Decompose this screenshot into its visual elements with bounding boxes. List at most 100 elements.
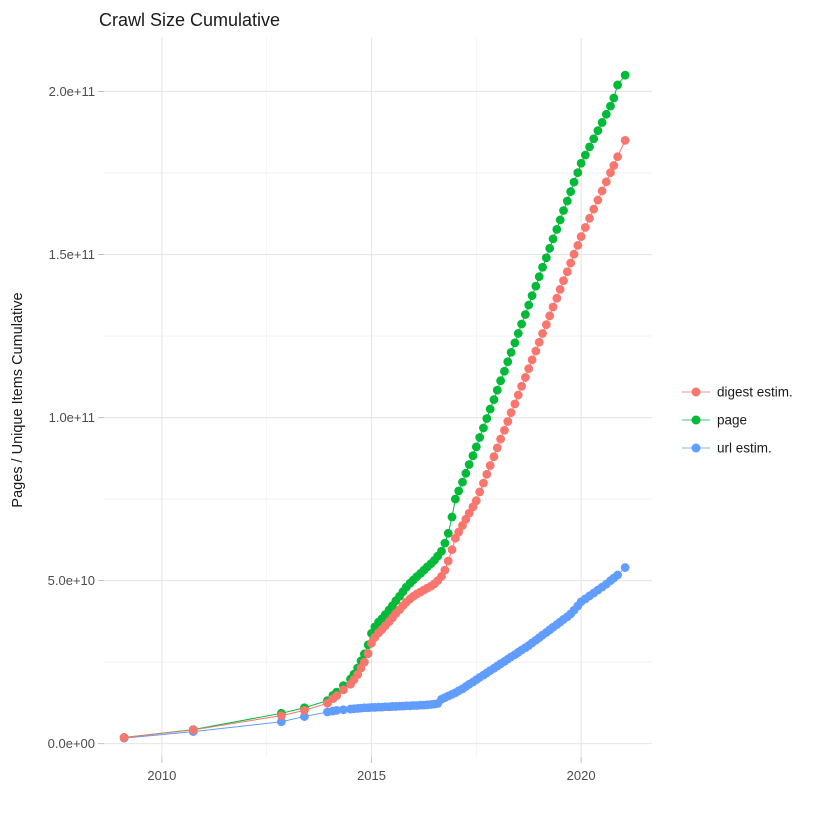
data-point <box>475 487 485 497</box>
data-point <box>485 404 495 414</box>
data-point <box>593 126 603 136</box>
data-point <box>363 649 373 659</box>
data-point <box>482 469 492 479</box>
data-point <box>276 711 286 720</box>
data-point <box>527 291 537 301</box>
data-point <box>534 337 544 347</box>
data-point <box>613 152 623 162</box>
legend: digest estim. page url estim. <box>682 385 793 456</box>
y-tick-label: 0.0e+00 <box>48 736 95 751</box>
data-point <box>527 355 537 365</box>
y-tick-label: 1.5e+11 <box>49 247 95 262</box>
data-point <box>601 109 611 119</box>
data-point <box>440 565 450 575</box>
data-point <box>538 262 547 272</box>
data-point <box>359 657 369 667</box>
data-point <box>440 538 450 548</box>
data-point <box>496 434 506 444</box>
data-point <box>506 347 516 357</box>
data-point <box>569 177 579 187</box>
data-point <box>545 243 555 253</box>
data-point <box>620 70 630 80</box>
data-point <box>447 545 457 555</box>
data-point <box>443 528 453 538</box>
data-point <box>503 417 513 426</box>
data-point <box>538 329 547 338</box>
data-point <box>447 512 457 522</box>
data-point <box>300 705 309 715</box>
data-point <box>492 443 502 453</box>
data-point <box>520 310 530 319</box>
data-point <box>620 135 630 145</box>
data-point <box>559 276 568 286</box>
series-layer <box>119 70 630 743</box>
y-tick-label: 1.0e+11 <box>49 410 95 425</box>
axis-ticks <box>98 90 582 763</box>
data-point <box>569 249 579 259</box>
data-point <box>300 712 309 721</box>
series-line <box>124 140 626 739</box>
data-point <box>276 717 286 727</box>
data-point <box>585 142 594 152</box>
data-point <box>485 461 495 470</box>
data-point <box>339 685 348 695</box>
data-point <box>589 134 599 144</box>
data-point <box>482 414 492 423</box>
chart-title: Crawl Size Cumulative <box>99 10 280 30</box>
data-point <box>576 232 586 241</box>
data-point <box>517 319 527 329</box>
data-point <box>332 705 342 715</box>
legend-item: digest estim. <box>682 385 793 400</box>
data-point <box>597 118 607 127</box>
data-point <box>552 225 562 234</box>
x-axis-labels: 2010 2015 2020 <box>147 768 595 783</box>
data-point <box>548 302 558 312</box>
data-point <box>609 161 619 170</box>
data-point <box>479 478 488 488</box>
legend-item: url estim. <box>682 441 772 456</box>
data-point <box>458 477 467 487</box>
data-point <box>339 705 348 715</box>
legend-label: page <box>717 413 747 428</box>
data-point <box>620 563 630 572</box>
data-point <box>585 213 594 223</box>
data-point <box>541 320 551 330</box>
data-point <box>613 80 623 90</box>
data-point <box>548 234 558 244</box>
data-point <box>450 494 460 504</box>
data-point <box>503 357 513 367</box>
data-point <box>566 187 576 196</box>
data-point <box>471 442 481 452</box>
legend-key-dot <box>691 415 701 425</box>
data-point <box>479 423 488 433</box>
data-point <box>593 195 603 205</box>
data-point <box>496 376 506 386</box>
data-point <box>500 366 509 376</box>
data-point <box>461 468 471 478</box>
data-point <box>475 433 485 442</box>
data-point <box>597 186 607 196</box>
data-point <box>562 267 572 277</box>
data-point <box>562 196 572 206</box>
data-point <box>531 281 541 291</box>
data-point <box>513 390 523 400</box>
data-point <box>531 346 541 356</box>
data-point <box>468 451 478 461</box>
data-point <box>576 158 586 168</box>
legend-label: url estim. <box>717 441 772 456</box>
legend-key-dot <box>691 443 701 453</box>
gridlines-major <box>104 38 652 757</box>
y-tick-label: 2.0e+11 <box>49 84 95 99</box>
data-point <box>464 460 474 469</box>
data-point <box>559 206 568 215</box>
data-point <box>580 223 590 232</box>
data-point <box>489 452 499 462</box>
data-point <box>524 300 534 310</box>
data-point <box>471 496 481 506</box>
data-point <box>454 527 464 537</box>
data-point <box>555 285 565 294</box>
data-point <box>489 395 499 405</box>
x-tick-label: 2015 <box>357 768 386 783</box>
